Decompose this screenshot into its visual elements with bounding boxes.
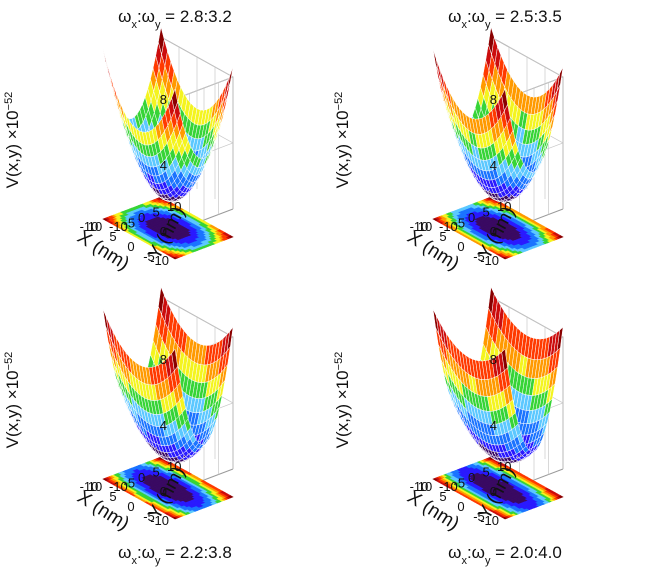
x-tick-label: 10 (88, 479, 102, 494)
x-tick-label: -5 (473, 249, 485, 264)
contour-floor (102, 456, 234, 520)
y-tick-label-end: -10 (439, 219, 458, 234)
x-tick-label-end: -10 (410, 219, 429, 234)
z-tick-label: 4 (160, 418, 167, 433)
y-tick-label-end: -10 (439, 479, 458, 494)
z-tick-label: 0 (160, 224, 167, 239)
potential-surface (432, 27, 564, 203)
y-tick-label: 5 (483, 465, 490, 480)
x-tick-label: 5 (109, 229, 116, 244)
z-axis-label: V(x,y) ×10−52 (3, 92, 22, 189)
z-tick-label: 8 (160, 92, 167, 107)
z-axis: 8 4 0 -10 (150, 92, 169, 268)
svg-text:ωx:ωy = 2.2:3.8: ωx:ωy = 2.2:3.8 (118, 543, 232, 567)
z-axis: 8 4 0 -10 (150, 352, 169, 528)
y-tick-label: 0 (468, 470, 475, 485)
y-tick-label: -5 (124, 476, 136, 491)
z-tick-label: 0 (490, 224, 497, 239)
z-tick-label: 0 (490, 484, 497, 499)
y-tick-label: -5 (124, 216, 136, 231)
svg-text:ωx:ωy = 2.5:3.5: ωx:ωy = 2.5:3.5 (448, 7, 562, 31)
x-tick-label-end: -10 (410, 479, 429, 494)
z-tick-label: 8 (490, 352, 497, 367)
y-tick-label-end: -10 (109, 219, 128, 234)
z-tick-label: 0 (160, 484, 167, 499)
z-axis: 8 4 0 -10 (480, 92, 499, 268)
contour-floor (102, 196, 234, 260)
z-axis: 8 4 0 -10 (480, 352, 499, 528)
svg-text:ωx:ωy = 2.0:4.0: ωx:ωy = 2.0:4.0 (448, 543, 562, 567)
potential-surface (102, 27, 234, 203)
x-tick-label-end: -10 (80, 479, 99, 494)
x-tick-label: 0 (127, 239, 134, 254)
y-tick-label: 5 (153, 205, 160, 220)
z-tick-label-bottom: -10 (150, 253, 169, 268)
contour-floor (432, 196, 564, 260)
potential-surface (102, 286, 234, 464)
x-tick-label: -5 (473, 509, 485, 524)
z-tick-label-bottom: -10 (150, 513, 169, 528)
y-tick-label: 0 (138, 470, 145, 485)
panel-title-1: ωx:ωy = 2.8:3.2 (118, 7, 232, 31)
x-tick-label: 0 (127, 499, 134, 514)
x-tick-label: 10 (418, 219, 432, 234)
z-tick-label: 4 (490, 418, 497, 433)
x-tick-label: -5 (143, 249, 155, 264)
y-tick-label: -5 (454, 476, 466, 491)
panel-title-3: ωx:ωy = 2.2:3.8 (118, 543, 232, 567)
x-tick-label: 5 (439, 229, 446, 244)
y-tick-label: 10 (497, 199, 511, 214)
potential-surface (432, 286, 564, 464)
x-tick-label: 10 (418, 479, 432, 494)
z-tick-label: 4 (160, 158, 167, 173)
x-tick-label: 10 (88, 219, 102, 234)
svg-text:ωx:ωy = 2.8:3.2: ωx:ωy = 2.8:3.2 (118, 7, 232, 31)
z-tick-label-bottom: -10 (480, 513, 499, 528)
y-tick-label: 10 (497, 459, 511, 474)
contour-floor (432, 456, 564, 520)
z-tick-label: 4 (490, 158, 497, 173)
panel-title-4: ωx:ωy = 2.0:4.0 (448, 543, 562, 567)
x-tick-label: 0 (457, 499, 464, 514)
y-tick-label: 10 (167, 199, 181, 214)
x-tick-label-end: -10 (80, 219, 99, 234)
z-axis-label: V(x,y) ×10−52 (333, 92, 352, 189)
z-tick-label: 8 (160, 352, 167, 367)
panel-title-2: ωx:ωy = 2.5:3.5 (448, 7, 562, 31)
y-tick-label: 0 (138, 210, 145, 225)
x-tick-label: -5 (143, 509, 155, 524)
z-axis-label: V(x,y) ×10−52 (333, 352, 352, 449)
x-tick-label: 5 (109, 489, 116, 504)
y-tick-label: -5 (454, 216, 466, 231)
y-tick-label: 5 (483, 205, 490, 220)
y-tick-label-end: -10 (109, 479, 128, 494)
y-tick-label: 0 (468, 210, 475, 225)
y-tick-label: 5 (153, 465, 160, 480)
x-tick-label: 0 (457, 239, 464, 254)
z-axis-label: V(x,y) ×10−52 (3, 352, 22, 449)
y-tick-label: 10 (167, 459, 181, 474)
x-tick-label: 5 (439, 489, 446, 504)
z-tick-label: 8 (490, 92, 497, 107)
z-tick-label-bottom: -10 (480, 253, 499, 268)
